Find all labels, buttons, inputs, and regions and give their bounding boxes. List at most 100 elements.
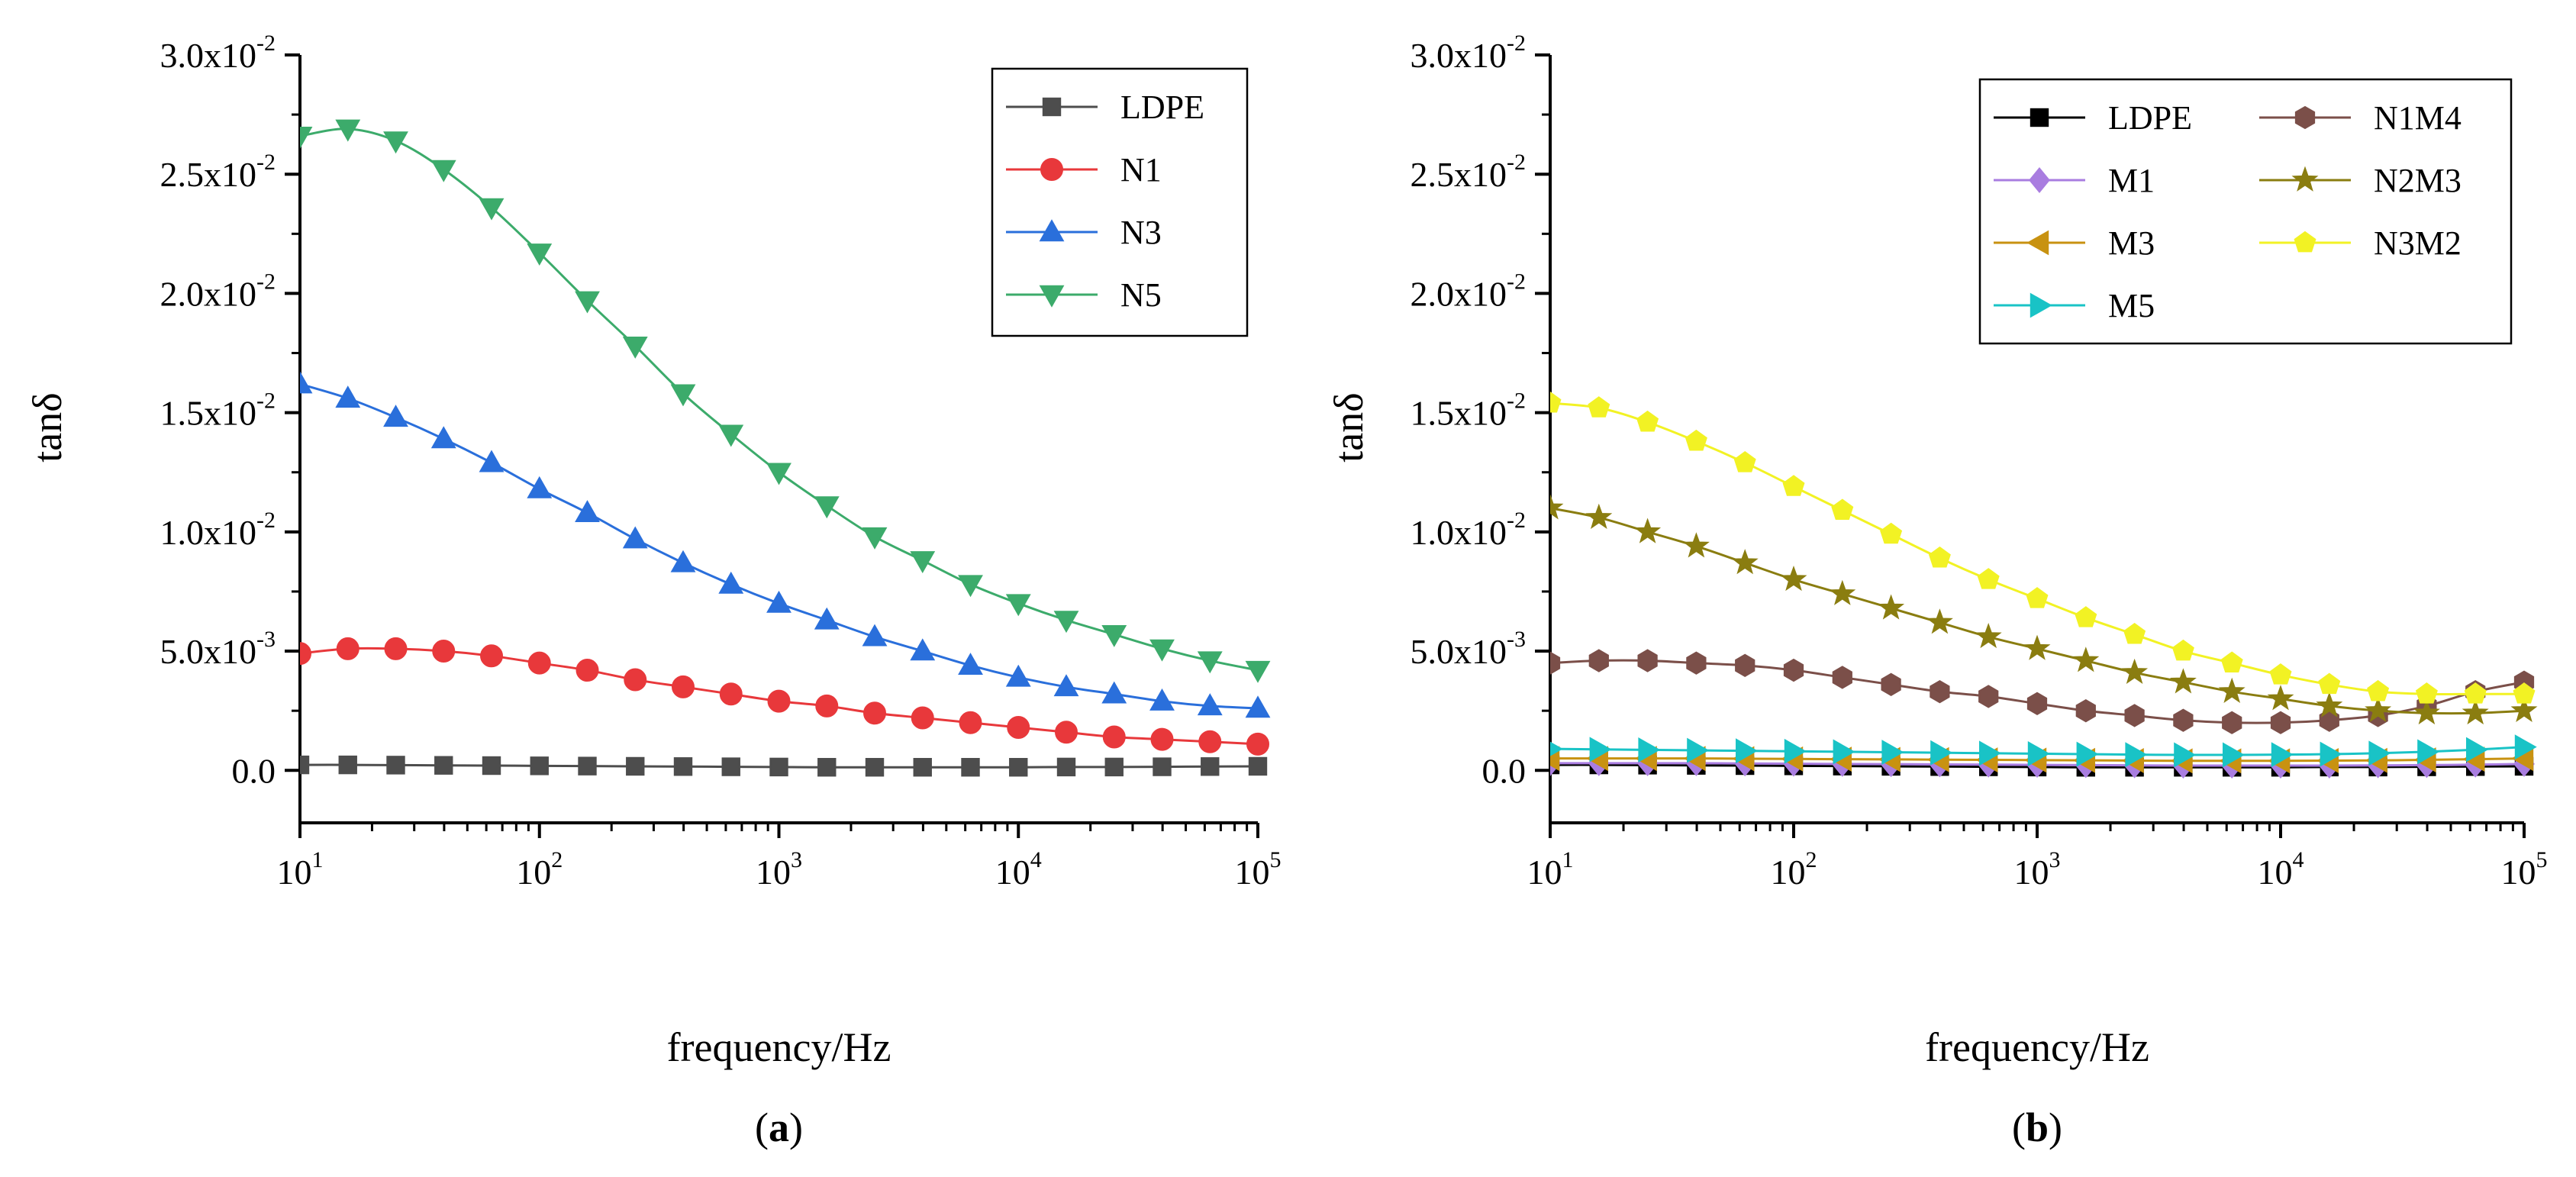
legend-marker xyxy=(1039,219,1065,242)
data-point-N1M4 xyxy=(1881,672,1901,696)
y-tick-mantissa: 1.5x10 xyxy=(1411,394,1507,433)
y-tick-exponent: -2 xyxy=(1507,269,1526,294)
y-tick-exponent: -2 xyxy=(256,508,276,533)
data-point-N1 xyxy=(575,659,599,682)
legend-marker xyxy=(2294,231,2316,253)
x-tick-base: 10 xyxy=(2014,853,2049,892)
y-tick-label: 2.5x10-2 xyxy=(1411,150,1527,194)
panel-label-letter: a xyxy=(769,1104,789,1150)
legend-label: M1 xyxy=(2108,162,2155,199)
legend-item: N1 xyxy=(1006,151,1162,189)
x-tick-base: 10 xyxy=(1771,853,1806,892)
data-point-N3 xyxy=(300,371,313,394)
series-N3M2 xyxy=(1550,391,2536,704)
data-point-LDPE xyxy=(913,758,932,777)
data-point-LDPE xyxy=(1056,757,1076,777)
y-tick-exponent: -2 xyxy=(1507,150,1526,175)
data-point-N3 xyxy=(670,550,696,572)
series-LDPE xyxy=(300,755,1268,777)
data-point-M5 xyxy=(2514,734,2537,760)
legend-item: N5 xyxy=(1006,276,1162,314)
data-point-N3 xyxy=(1053,674,1079,697)
y-tick-label: 3.0x10-2 xyxy=(1411,31,1527,75)
y-tick-mantissa: 1.5x10 xyxy=(160,394,257,433)
panel-label-close: ) xyxy=(2049,1104,2062,1150)
data-point-LDPE xyxy=(865,758,885,777)
legend-label: LDPE xyxy=(2108,99,2192,137)
y-tick-mantissa: 3.0x10 xyxy=(160,36,257,75)
data-point-N1 xyxy=(1246,732,1269,756)
data-point-LDPE xyxy=(1248,756,1268,776)
y-tick-exponent: -2 xyxy=(256,31,276,56)
data-point-LDPE xyxy=(673,757,693,776)
data-point-N3 xyxy=(910,638,936,661)
x-tick-exponent: 5 xyxy=(1270,847,1282,872)
data-point-N2M3 xyxy=(2218,677,2246,704)
data-point-M5 xyxy=(2125,742,2148,768)
data-point-N5 xyxy=(300,127,313,149)
data-point-N3M2 xyxy=(1928,546,1951,568)
data-point-N2M3 xyxy=(1975,622,2002,649)
x-tick-exponent: 5 xyxy=(2536,847,2548,872)
data-point-N3M2 xyxy=(1831,498,1854,521)
data-point-N2M3 xyxy=(2023,634,2051,660)
data-point-N5 xyxy=(479,198,505,221)
legend-label: N1 xyxy=(1120,151,1162,189)
legend-marker xyxy=(2029,167,2050,193)
series-N2M3 xyxy=(1550,494,2538,725)
data-point-M5 xyxy=(2174,742,2197,768)
data-point-N3M2 xyxy=(2513,682,2536,704)
x-tick-label: 101 xyxy=(277,847,324,892)
x-tick-exponent: 2 xyxy=(551,847,563,872)
data-point-N3 xyxy=(1101,681,1127,704)
data-point-N3M2 xyxy=(1550,391,1562,413)
x-axis-title: frequency/Hz xyxy=(667,1024,891,1070)
legend-item: N2M3 xyxy=(2259,162,2462,199)
y-tick-label: 1.0x10-2 xyxy=(1411,508,1527,552)
data-point-LDPE xyxy=(338,755,357,775)
data-point-LDPE xyxy=(769,757,788,777)
data-point-LDPE xyxy=(1153,757,1172,776)
y-tick-label: 1.5x10-2 xyxy=(160,389,276,433)
data-point-N5 xyxy=(910,551,936,574)
legend-item: LDPE xyxy=(1006,89,1204,126)
x-tick-label: 102 xyxy=(516,847,563,892)
legend-label: N3 xyxy=(1120,214,1162,251)
legend-label: N1M4 xyxy=(2374,99,2462,137)
y-tick-mantissa: 3.0x10 xyxy=(1411,36,1507,75)
chart-panel-a: 0.05.0x10-31.0x10-21.5x10-22.0x10-22.5x1… xyxy=(24,31,1282,1150)
data-point-N3 xyxy=(1149,688,1175,711)
data-point-N1M4 xyxy=(2026,692,2048,715)
legend-item: M1 xyxy=(1994,162,2155,199)
x-tick-exponent: 4 xyxy=(2293,847,2304,872)
data-point-N3M2 xyxy=(2123,622,2146,644)
legend-marker xyxy=(1039,285,1065,308)
y-tick-label: 0.0 xyxy=(232,751,276,790)
x-tick-label: 105 xyxy=(1235,847,1282,892)
data-point-N3 xyxy=(766,590,791,613)
data-point-N3M2 xyxy=(1977,568,2000,589)
legend-label: M3 xyxy=(2108,224,2155,262)
data-point-M5 xyxy=(1736,738,1758,764)
data-point-N3 xyxy=(814,607,840,630)
data-point-N1 xyxy=(624,668,647,692)
x-axis-title: frequency/Hz xyxy=(1925,1024,2149,1070)
data-point-N5 xyxy=(622,336,648,359)
legend-marker xyxy=(1042,97,1062,117)
data-point-N2M3 xyxy=(2316,692,2343,717)
data-point-N3 xyxy=(575,500,600,523)
data-point-M5 xyxy=(1833,739,1855,765)
x-tick-base: 10 xyxy=(1527,853,1562,892)
data-point-N2M3 xyxy=(1829,579,1856,605)
data-point-N1M4 xyxy=(1735,653,1755,677)
y-tick-label: 1.0x10-2 xyxy=(160,508,276,552)
y-tick-exponent: -2 xyxy=(1507,31,1526,56)
legend-marker xyxy=(1040,158,1063,181)
data-point-N5 xyxy=(1005,594,1031,617)
data-point-N1 xyxy=(719,682,743,706)
panel-label: (b) xyxy=(2012,1104,2062,1150)
y-tick-exponent: -3 xyxy=(256,627,276,652)
data-point-N3 xyxy=(1005,664,1031,687)
y-tick-mantissa: 2.5x10 xyxy=(160,155,257,194)
data-point-N3 xyxy=(718,571,744,594)
